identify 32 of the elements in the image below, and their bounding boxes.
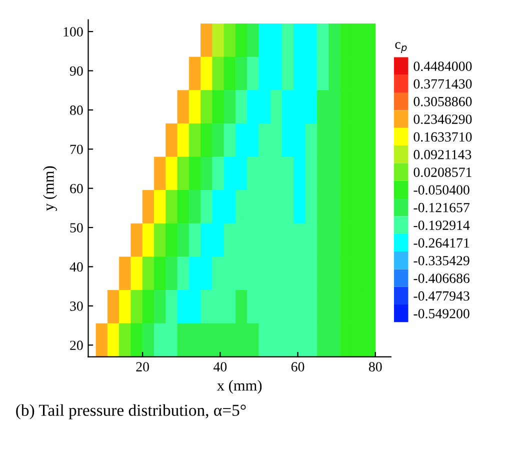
color-bar-label: -0.192914 <box>414 220 470 230</box>
y-tick-label: 20 <box>70 340 83 350</box>
y-tick-label: 40 <box>70 262 83 272</box>
x-axis-title: x (mm) <box>217 380 262 394</box>
x-tick-label: 80 <box>368 362 382 372</box>
color-bar-label: 0.1633710 <box>414 132 472 142</box>
x-tick-label: 60 <box>291 362 304 372</box>
color-bar-label: -0.335429 <box>414 256 470 266</box>
color-bar-label: 0.2346290 <box>414 114 472 124</box>
color-bar-label: -0.406686 <box>414 274 470 284</box>
y-tick-label: 80 <box>70 106 83 115</box>
color-bar-label: 0.3771430 <box>414 79 472 89</box>
color-bar-title: c$_{p}$ <box>395 42 407 53</box>
text: (b) Tail pressure distribution, α=5° <box>16 404 246 420</box>
color-bar-label: 0.4484000 <box>414 62 472 71</box>
color-bar-label: 0.0208571 <box>414 168 472 178</box>
color-bar-label: -0.121657 <box>414 202 470 212</box>
color-bar-label: -0.264171 <box>414 238 470 248</box>
x-tick-label: 40 <box>213 362 227 372</box>
y-axis-title: y (mm) <box>43 166 57 211</box>
color-bar-label: -0.549200 <box>414 308 470 318</box>
y-tick-label: 70 <box>70 144 83 154</box>
y-tick-label: 90 <box>70 66 83 76</box>
color-bar-label: 0.0921143 <box>414 150 472 160</box>
y-tick-label: 100 <box>64 27 83 37</box>
color-bar-label: -0.477943 <box>414 291 470 301</box>
y-tick-label: 50 <box>70 223 83 232</box>
color-bar-label: 0.3058860 <box>414 96 472 106</box>
y-tick-label: 30 <box>70 301 83 311</box>
color-bar-label: -0.050400 <box>414 185 470 195</box>
y-tick-label: 60 <box>70 184 83 194</box>
x-tick-label: 20 <box>136 362 149 372</box>
